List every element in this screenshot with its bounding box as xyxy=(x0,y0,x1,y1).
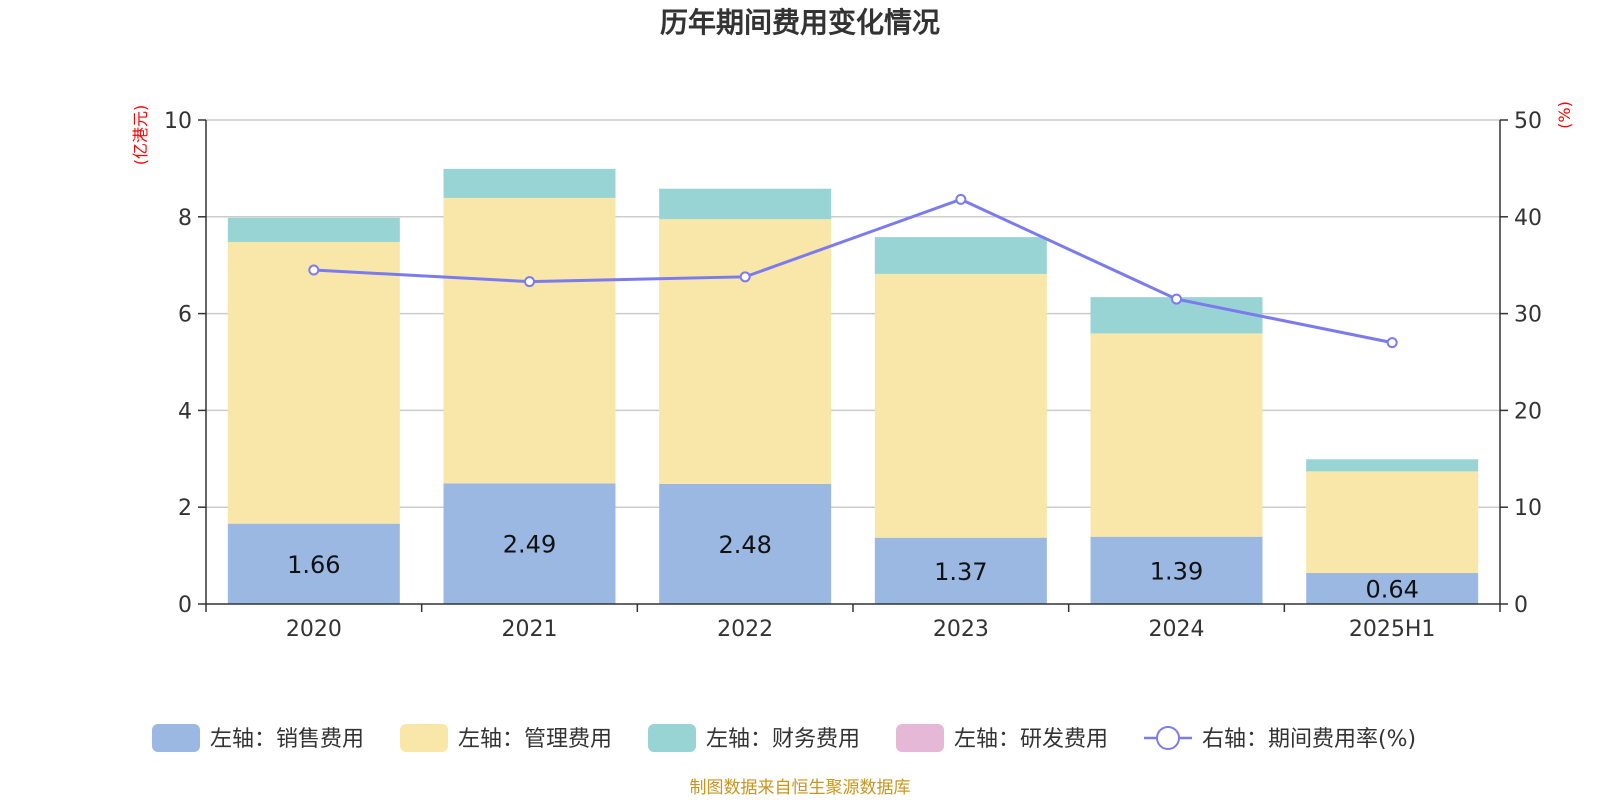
legend-label: 左轴：研发费用 xyxy=(954,727,1108,752)
axes: 0 2 4 6 8 10 0 10 20 30 40 50 2020 2021 2022 2023 2024 20… xyxy=(164,109,1542,642)
x-tick-label: 2023 xyxy=(933,617,989,642)
bar-segment xyxy=(874,273,1047,538)
x-tick-label: 2025H1 xyxy=(1349,617,1436,642)
rate-point xyxy=(524,276,535,288)
legend-label: 右轴：期间费用率(%) xyxy=(1202,727,1416,752)
bar-segment xyxy=(1090,333,1263,537)
rate-point xyxy=(308,264,320,276)
bar-segment xyxy=(874,537,1047,604)
right-tick-label: 50 xyxy=(1514,109,1542,134)
rate-point xyxy=(1386,337,1398,349)
bar-segment xyxy=(874,237,1047,274)
left-tick-label: 4 xyxy=(178,399,192,424)
right-axis-unit: (%) xyxy=(1555,101,1574,129)
legend-label: 左轴：销售费用 xyxy=(210,727,364,752)
left-axis-unit: (亿港元) xyxy=(131,105,150,166)
bar-labels: 1.66 2.49 2.48 1.37 1.39 0.64 xyxy=(287,531,1419,604)
bar-value-label: 2.49 xyxy=(503,531,556,559)
bar-segment xyxy=(1306,471,1479,574)
legend-label: 左轴：财务费用 xyxy=(706,727,860,752)
source-note: 制图数据来自恒生聚源数据库 xyxy=(690,778,911,798)
bar-segment xyxy=(227,241,400,524)
legend: 左轴：销售费用 左轴：管理费用 左轴：财务费用 左轴：研发费用 右轴：期间费用率(%) xyxy=(152,724,1416,752)
bar-segment xyxy=(1306,459,1479,472)
grid-lines xyxy=(206,119,1500,508)
right-tick-label: 20 xyxy=(1514,399,1542,424)
bar-segment xyxy=(227,217,400,242)
left-tick-label: 6 xyxy=(178,303,192,328)
bar-segment xyxy=(1090,536,1263,604)
left-tick-label: 2 xyxy=(178,496,192,521)
x-tick-label: 2022 xyxy=(717,617,773,642)
bars xyxy=(227,168,1479,604)
legend-swatch xyxy=(648,724,696,752)
bar-segment xyxy=(659,219,832,484)
right-tick-label: 10 xyxy=(1514,496,1542,521)
right-tick-label: 0 xyxy=(1514,593,1528,618)
x-tick-label: 2020 xyxy=(286,617,342,642)
bar-segment xyxy=(1306,573,1479,604)
bar-value-label: 0.64 xyxy=(1365,576,1418,604)
x-tick-label: 2024 xyxy=(1149,617,1205,642)
legend-swatch xyxy=(400,724,448,752)
legend-swatch xyxy=(896,724,944,752)
rate-line xyxy=(308,193,1398,349)
bar-segment xyxy=(227,523,400,604)
chart-title: 历年期间费用变化情况 xyxy=(660,6,940,39)
left-tick-label: 10 xyxy=(164,109,192,134)
rate-point xyxy=(1171,293,1182,305)
rate-line-path xyxy=(313,197,1393,345)
bar-value-label: 1.39 xyxy=(1150,557,1203,585)
bar-segment xyxy=(659,483,832,604)
bar-segment xyxy=(659,188,832,220)
rate-point xyxy=(739,271,751,283)
x-tick-label: 2021 xyxy=(502,617,558,642)
right-tick-label: 30 xyxy=(1514,303,1542,328)
left-tick-label: 0 xyxy=(178,593,192,618)
bar-value-label: 1.66 xyxy=(287,551,340,579)
left-tick-label: 8 xyxy=(178,206,192,231)
legend-marker xyxy=(1156,726,1180,750)
bar-segment xyxy=(443,197,616,484)
legend-label: 左轴：管理费用 xyxy=(458,727,612,752)
legend-swatch xyxy=(152,724,200,752)
bar-value-label: 2.48 xyxy=(718,531,771,559)
bar-segment xyxy=(443,168,616,198)
bar-segment xyxy=(443,483,616,604)
rate-point xyxy=(955,193,967,205)
bar-value-label: 1.37 xyxy=(934,558,987,586)
right-tick-label: 40 xyxy=(1514,206,1542,231)
